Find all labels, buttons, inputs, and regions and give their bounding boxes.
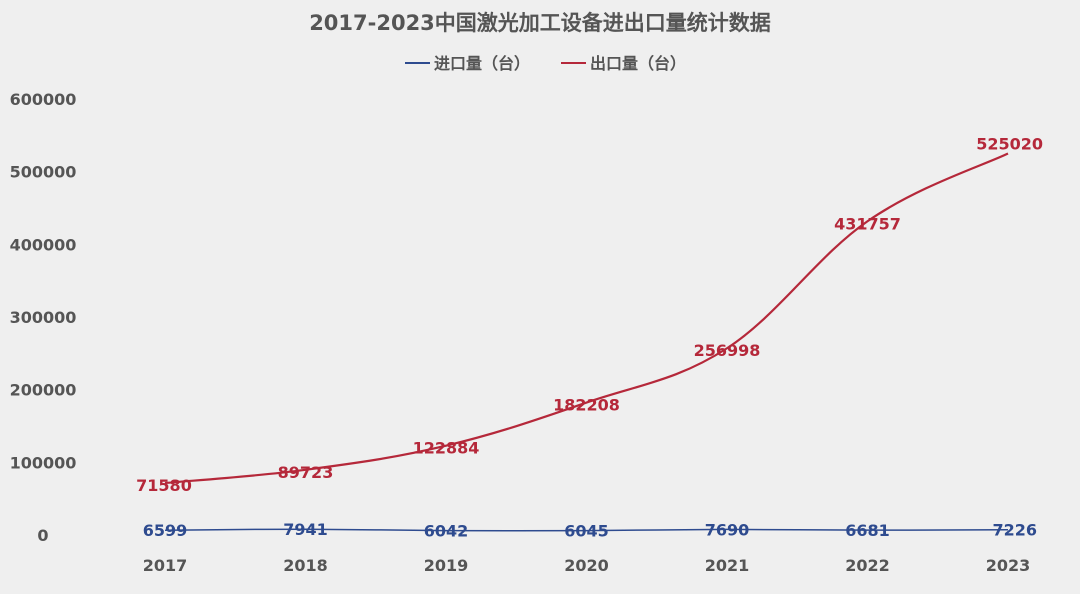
y-tick-label: 400000	[10, 235, 77, 254]
data-label-export: 89723	[278, 463, 334, 482]
data-label-export: 122884	[413, 439, 480, 458]
data-label-import: 6681	[845, 521, 890, 540]
series-line-import	[164, 528, 1009, 532]
x-tick-label: 2023	[986, 556, 1031, 575]
data-label-import: 7226	[992, 521, 1037, 540]
data-label-import: 7941	[283, 520, 328, 539]
x-axis: 2017 2018 2019 2020 2021 2022 2023	[143, 556, 1031, 575]
legend: 进口量（台） 出口量（台）	[405, 54, 686, 73]
y-tick-label: 500000	[10, 163, 77, 182]
x-tick-label: 2019	[424, 556, 469, 575]
data-label-export: 525020	[976, 134, 1043, 153]
data-label-export: 71580	[136, 476, 192, 495]
data-label-export: 256998	[694, 341, 761, 360]
series-layer	[164, 152, 1009, 532]
data-labels: 6599 7941 6042 6045 7690 6681 7226 71580 89723 12…	[136, 134, 1043, 540]
y-axis: 600000 500000 400000 300000 200000 100000 0	[10, 90, 77, 545]
y-tick-label: 300000	[10, 308, 77, 327]
x-tick-label: 2021	[705, 556, 750, 575]
data-label-import: 6042	[424, 522, 469, 541]
series-line-export	[164, 152, 1009, 485]
data-label-import: 6599	[143, 521, 188, 540]
x-tick-label: 2017	[143, 556, 188, 575]
legend-item-export[interactable]: 出口量（台）	[561, 54, 686, 73]
y-tick-label: 200000	[10, 381, 77, 400]
data-label-export: 431757	[834, 214, 901, 233]
x-tick-label: 2022	[845, 556, 890, 575]
data-label-import: 6045	[564, 522, 609, 541]
data-label-export: 182208	[553, 396, 620, 415]
legend-label-import: 进口量（台）	[434, 54, 530, 73]
x-tick-label: 2020	[564, 556, 609, 575]
data-label-import: 7690	[705, 520, 750, 539]
chart-title: 2017-2023中国激光加工设备进出口量统计数据	[309, 11, 771, 35]
y-tick-label: 600000	[10, 90, 77, 109]
legend-label-export: 出口量（台）	[590, 54, 686, 73]
y-tick-label: 0	[37, 526, 48, 545]
legend-item-import[interactable]: 进口量（台）	[405, 54, 530, 73]
x-tick-label: 2018	[283, 556, 328, 575]
y-tick-label: 100000	[10, 453, 77, 472]
